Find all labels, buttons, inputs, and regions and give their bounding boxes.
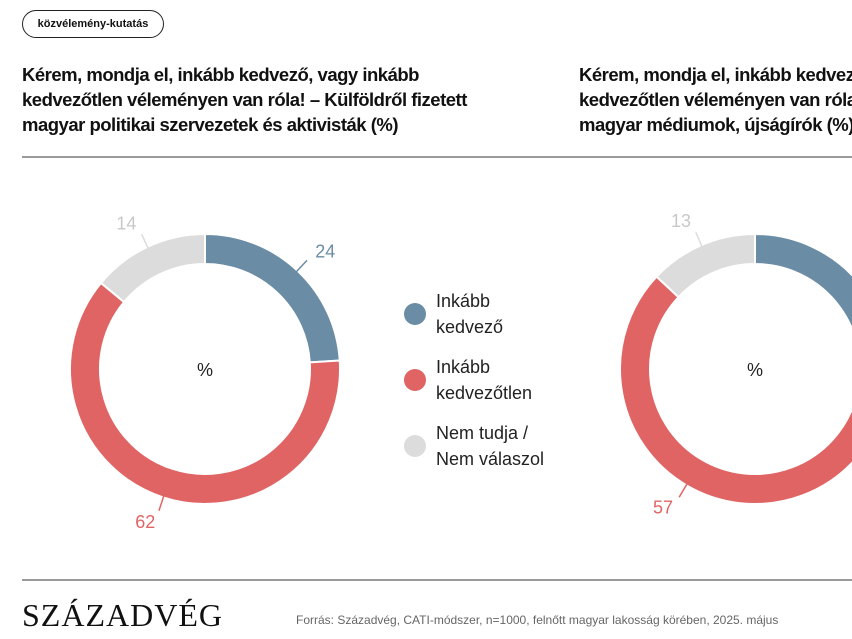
title-line: magyar politikai szervezetek és aktivist… <box>22 114 398 135</box>
category-tag[interactable]: közvélemény-kutatás <box>22 10 164 38</box>
brand-logo: SZÁZADVÉG <box>22 597 223 633</box>
bottom-divider <box>22 579 852 581</box>
donut-slice <box>619 275 852 505</box>
legend-line: Nem tudja / <box>436 423 529 443</box>
donut-center-label: % <box>197 360 213 380</box>
value-label: 14 <box>116 213 136 233</box>
leader-line <box>158 493 166 511</box>
legend-line: Inkább <box>436 291 491 311</box>
source-note: Forrás: Századvég, CATI-módszer, n=1000,… <box>296 613 779 627</box>
title-line: kedvezőtlen véleményen van róla! <box>579 89 852 110</box>
legend-line: kedvezőtlen <box>436 383 533 403</box>
donut-slice <box>69 281 341 505</box>
chart-title-right: Kérem, mondja el, inkább kedvező, kedvez… <box>579 62 852 137</box>
donut-slice <box>754 232 852 332</box>
title-line: magyar médiumok, újságírók (%) <box>579 114 852 135</box>
legend-line: kedvező <box>436 317 504 337</box>
leader-line <box>695 231 704 250</box>
value-label: 57 <box>653 498 673 518</box>
legend-swatch <box>404 303 426 325</box>
value-label: 24 <box>315 242 335 262</box>
donut-slice <box>99 232 206 304</box>
leader-line <box>140 233 150 251</box>
title-line: Kérem, mondja el, inkább kedvező, <box>579 64 852 85</box>
leader-line <box>678 481 689 498</box>
title-line: Kérem, mondja el, inkább kedvező, vagy i… <box>22 64 419 85</box>
top-divider <box>22 156 852 158</box>
leader-line <box>294 259 308 275</box>
legend-line: Inkább <box>436 357 491 377</box>
value-label: 13 <box>671 211 691 231</box>
legend-label: Nem tudja / Nem válaszol <box>436 420 544 472</box>
chart-title-left: Kérem, mondja el, inkább kedvező, vagy i… <box>22 62 542 137</box>
value-label: 62 <box>135 512 155 532</box>
title-line: kedvezőtlen véleményen van róla! – Külfö… <box>22 89 467 110</box>
legend-swatch <box>404 369 426 391</box>
donut-slice <box>655 232 756 299</box>
legend-label: Inkább kedvező <box>436 288 503 340</box>
donut-center-label: % <box>747 360 763 380</box>
legend-swatch <box>404 435 426 457</box>
legend-label: Inkább kedvezőtlen <box>436 354 532 406</box>
legend-line: Nem válaszol <box>436 449 545 469</box>
